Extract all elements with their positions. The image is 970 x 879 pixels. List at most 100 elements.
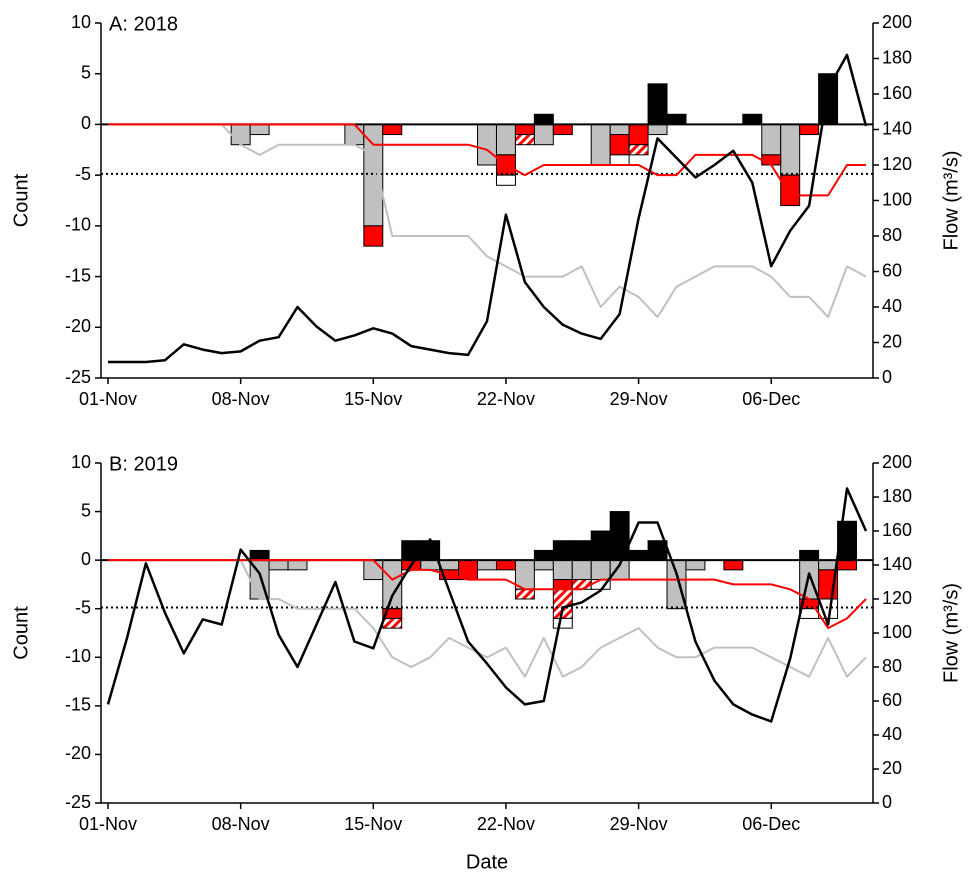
line bbox=[108, 123, 866, 197]
y2-tick-label: 60 bbox=[882, 690, 902, 710]
panel: -25-20-15-10-505100204060801001201401601… bbox=[10, 12, 962, 409]
bar-segment bbox=[495, 123, 516, 156]
y-tick-label: 10 bbox=[71, 452, 91, 472]
y-tick-label: -10 bbox=[65, 215, 91, 235]
bar-segment bbox=[837, 559, 858, 571]
y-tick-label: -25 bbox=[65, 367, 91, 387]
y-tick-label: 10 bbox=[71, 12, 91, 32]
bar-segment bbox=[382, 123, 403, 136]
y-tick-label: -20 bbox=[65, 316, 91, 336]
x-tick-label: 06-Dec bbox=[742, 389, 800, 409]
bar-segment bbox=[552, 617, 573, 629]
bar-segment bbox=[590, 530, 611, 561]
y-tick-label: -25 bbox=[65, 792, 91, 812]
bar-segment bbox=[552, 559, 573, 581]
y-axis-label: Count bbox=[10, 173, 32, 227]
line bbox=[108, 53, 868, 364]
bar-segment bbox=[723, 559, 744, 571]
x-tick-label: 15-Nov bbox=[344, 814, 402, 834]
bar-segment bbox=[363, 225, 384, 247]
y-tick-label: -15 bbox=[65, 695, 91, 715]
x-tick-label: 01-Nov bbox=[79, 814, 137, 834]
y2-tick-label: 180 bbox=[882, 486, 912, 506]
y2-tick-label: 120 bbox=[882, 588, 912, 608]
bar-segment bbox=[533, 549, 554, 561]
bar-segment bbox=[495, 559, 516, 571]
bar-segment bbox=[344, 123, 365, 146]
y-tick-label: 5 bbox=[81, 62, 91, 82]
y2-tick-label: 120 bbox=[882, 154, 912, 174]
x-tick-label: 08-Nov bbox=[212, 814, 270, 834]
bar-segment bbox=[552, 579, 573, 590]
bar-segment bbox=[628, 123, 649, 146]
bar-segment bbox=[552, 588, 573, 619]
y2-axis-label: Flow (m³/s) bbox=[940, 151, 962, 251]
bar-segment bbox=[818, 73, 839, 125]
bar-segment bbox=[552, 540, 573, 561]
bar-segment bbox=[590, 123, 611, 166]
y2-tick-label: 180 bbox=[882, 47, 912, 67]
bar-segment bbox=[495, 174, 516, 186]
bar-segment bbox=[685, 559, 706, 571]
y-tick-label: 0 bbox=[81, 549, 91, 569]
y-tick-label: -15 bbox=[65, 265, 91, 285]
bar-segment bbox=[590, 559, 611, 581]
bar-segment bbox=[761, 154, 782, 166]
y2-tick-label: 140 bbox=[882, 118, 912, 138]
y-tick-label: -10 bbox=[65, 646, 91, 666]
bar-segment bbox=[249, 123, 270, 136]
bar-segment bbox=[514, 588, 535, 600]
bar-segment bbox=[780, 123, 801, 176]
x-tick-label: 01-Nov bbox=[79, 389, 137, 409]
panel-title: B: 2019 bbox=[109, 453, 178, 475]
bar-segment bbox=[533, 559, 554, 571]
y-tick-label: 5 bbox=[81, 500, 91, 520]
y2-tick-label: 20 bbox=[882, 758, 902, 778]
bar-segment bbox=[363, 123, 384, 227]
bar-segment bbox=[799, 123, 820, 136]
x-tick-label: 08-Nov bbox=[212, 389, 270, 409]
x-tick-label: 15-Nov bbox=[344, 389, 402, 409]
bar-segment bbox=[571, 540, 592, 561]
bar-segment bbox=[268, 559, 289, 571]
bar-segment bbox=[287, 559, 308, 571]
line bbox=[106, 487, 868, 723]
bar-segment bbox=[647, 83, 668, 125]
bar-segment bbox=[609, 154, 630, 166]
x-tick-label: 29-Nov bbox=[610, 389, 668, 409]
bar-segment bbox=[533, 123, 554, 146]
bar-segment bbox=[609, 134, 630, 156]
y2-tick-label: 140 bbox=[882, 554, 912, 574]
y-tick-label: -5 bbox=[75, 597, 91, 617]
y2-tick-label: 200 bbox=[882, 12, 912, 32]
panel: -25-20-15-10-505100204060801001201401601… bbox=[10, 452, 962, 874]
bar-segment bbox=[628, 549, 649, 561]
x-tick-label: 22-Nov bbox=[477, 814, 535, 834]
y2-tick-label: 20 bbox=[882, 331, 902, 351]
y2-tick-label: 0 bbox=[882, 367, 892, 387]
y2-tick-label: 160 bbox=[882, 83, 912, 103]
y2-axis-label: Flow (m³/s) bbox=[940, 583, 962, 683]
y2-tick-label: 160 bbox=[882, 520, 912, 540]
bar-segment bbox=[780, 174, 801, 207]
x-tick-label: 29-Nov bbox=[610, 814, 668, 834]
y2-tick-label: 80 bbox=[882, 656, 902, 676]
y2-tick-label: 200 bbox=[882, 452, 912, 472]
bar-segment bbox=[761, 123, 782, 156]
line bbox=[108, 123, 867, 319]
bar-segment bbox=[477, 123, 497, 166]
bar-segment bbox=[249, 549, 270, 561]
bar-segment bbox=[420, 559, 441, 571]
bar-segment bbox=[647, 123, 668, 136]
bar-segment bbox=[230, 123, 251, 146]
bar-segment bbox=[363, 559, 384, 581]
bar-segment bbox=[533, 113, 554, 125]
bar-segment bbox=[666, 113, 687, 125]
y-tick-label: -20 bbox=[65, 743, 91, 763]
x-tick-label: 22-Nov bbox=[477, 389, 535, 409]
y-tick-label: -5 bbox=[75, 164, 91, 184]
y2-tick-label: 0 bbox=[882, 792, 892, 812]
y2-tick-label: 100 bbox=[882, 189, 912, 209]
bar-segment bbox=[514, 134, 535, 146]
